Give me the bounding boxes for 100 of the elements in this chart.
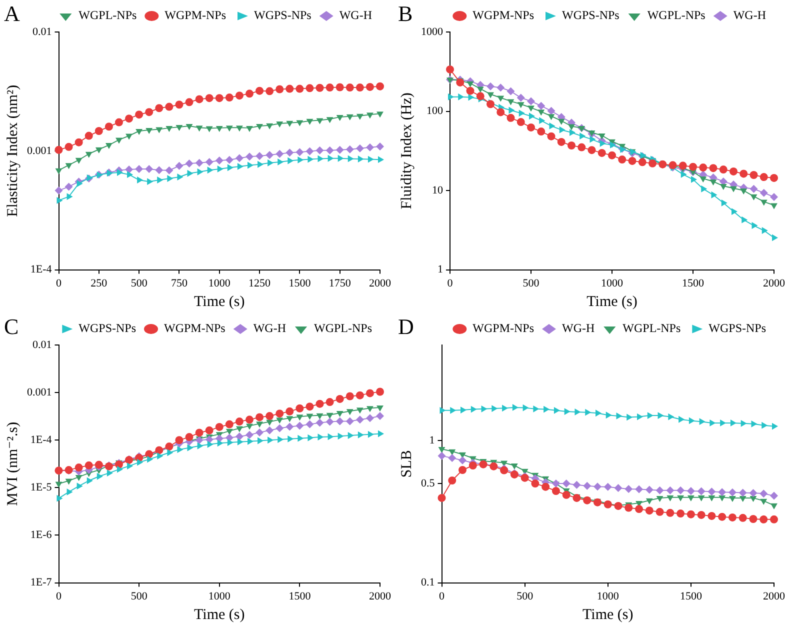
x-axis-title: Time (s) [582, 606, 634, 623]
point [216, 126, 223, 132]
point [296, 120, 304, 126]
chart-title: B [398, 0, 413, 26]
point [770, 174, 778, 182]
point [235, 418, 244, 426]
point [506, 114, 515, 122]
point [656, 486, 664, 494]
point [698, 495, 705, 502]
point [237, 162, 244, 170]
point [306, 84, 314, 92]
point [598, 148, 606, 157]
point [266, 123, 274, 130]
point [326, 412, 334, 419]
point [157, 176, 164, 184]
point [718, 495, 726, 502]
point [258, 160, 264, 168]
point [205, 94, 214, 102]
point [296, 404, 304, 412]
point [155, 104, 164, 112]
point [104, 122, 113, 131]
point [739, 496, 746, 502]
point [147, 178, 154, 186]
point [306, 414, 314, 420]
point [306, 118, 314, 125]
point [730, 167, 738, 176]
point [720, 420, 726, 426]
point [648, 159, 656, 168]
point [740, 188, 748, 195]
point [266, 412, 274, 420]
point [288, 157, 294, 164]
x-tick-label: 2000 [763, 277, 786, 290]
point [718, 512, 726, 521]
point [547, 132, 556, 140]
point [730, 186, 737, 192]
point [750, 171, 758, 180]
point [318, 434, 324, 441]
y-tick-label: 0.5 [421, 477, 436, 490]
point [55, 482, 62, 488]
point [336, 83, 344, 92]
point [668, 413, 674, 420]
point [276, 150, 284, 158]
point [512, 404, 518, 411]
point [749, 514, 758, 523]
legend-label: WGPL-NPs [78, 8, 137, 22]
point [518, 110, 525, 117]
point [125, 165, 134, 174]
legend-label: WGPL-NPs [314, 321, 372, 336]
x-tick-label: 1000 [596, 590, 620, 602]
x-tick-label: 1000 [601, 277, 624, 290]
point [730, 420, 736, 426]
point [167, 175, 174, 182]
x-tick-label: 500 [522, 277, 540, 290]
point [306, 147, 314, 156]
point [187, 170, 194, 177]
point [496, 84, 505, 92]
legend-label: WGPL-NPs [647, 8, 706, 22]
point [346, 417, 354, 426]
point [76, 180, 83, 188]
x-tick-label: 1500 [288, 590, 312, 602]
point [95, 147, 102, 154]
point [438, 446, 446, 453]
point [186, 124, 193, 130]
point [125, 114, 134, 123]
point [64, 142, 73, 151]
point [276, 424, 284, 432]
point [348, 155, 354, 162]
y-tick-label: 0.001 [27, 144, 52, 157]
point [366, 389, 374, 398]
point [74, 464, 83, 472]
legend-label: WGPM-NPs [164, 321, 226, 336]
y-tick-label: 0.01 [32, 338, 52, 351]
point [676, 510, 685, 518]
point [492, 405, 498, 412]
point [646, 498, 653, 504]
point [537, 128, 546, 136]
point [366, 143, 374, 152]
point [711, 191, 718, 198]
point [740, 170, 748, 178]
point [256, 428, 264, 436]
point [346, 392, 354, 400]
point [466, 81, 474, 88]
point [94, 127, 103, 136]
point [286, 120, 294, 127]
point [135, 110, 144, 119]
point [542, 482, 550, 491]
point [564, 408, 570, 416]
point [75, 158, 82, 164]
legend-label: WGPM-NPs [472, 8, 534, 22]
point [226, 126, 233, 132]
point [76, 482, 83, 490]
point [175, 100, 184, 109]
point [197, 442, 204, 450]
point [235, 154, 244, 162]
point [116, 466, 123, 473]
point [316, 84, 324, 92]
legend-label: WG-H [253, 321, 286, 336]
point [516, 94, 525, 102]
point [336, 394, 344, 403]
y-tick-label: 100 [426, 105, 444, 118]
